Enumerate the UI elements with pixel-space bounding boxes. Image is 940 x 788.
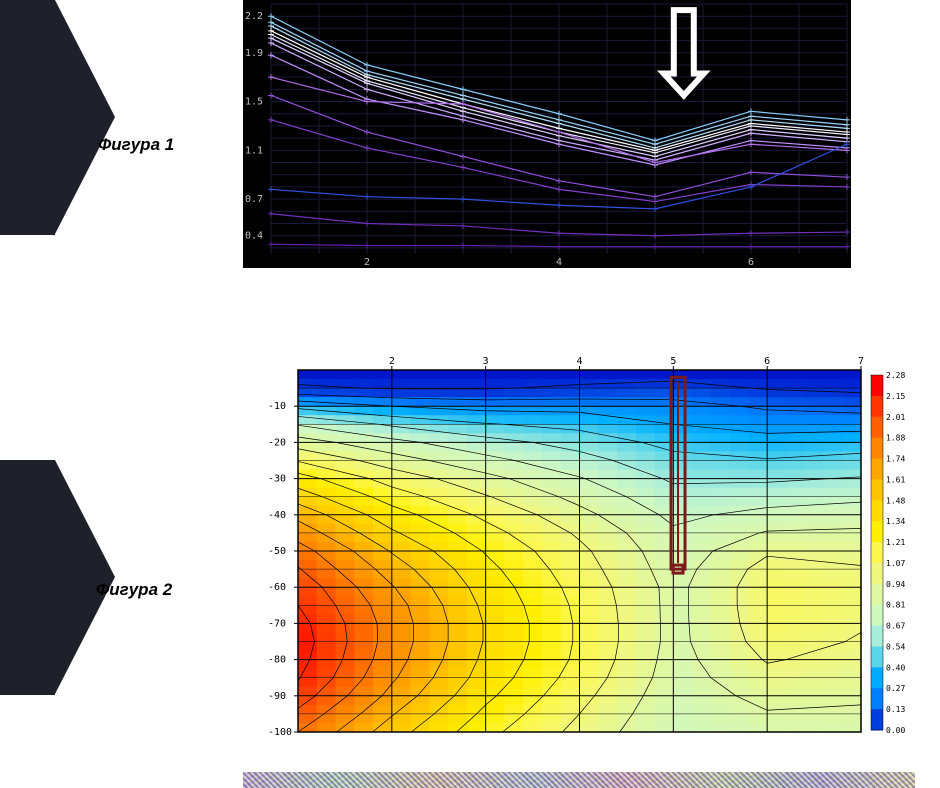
svg-text:1.1: 1.1 xyxy=(245,145,263,156)
svg-text:-40: -40 xyxy=(268,510,286,521)
svg-text:-60: -60 xyxy=(268,582,286,593)
figure1-label: Фигура 1 xyxy=(98,135,174,155)
svg-text:2.01: 2.01 xyxy=(886,413,905,422)
svg-text:1.07: 1.07 xyxy=(886,559,905,568)
figure1-pentagon xyxy=(0,0,55,235)
svg-text:1.61: 1.61 xyxy=(886,475,905,484)
svg-text:0.40: 0.40 xyxy=(886,663,905,672)
svg-text:1.9: 1.9 xyxy=(245,48,263,59)
svg-text:-100: -100 xyxy=(268,727,292,738)
svg-text:1.21: 1.21 xyxy=(886,538,905,547)
svg-text:0.54: 0.54 xyxy=(886,642,905,651)
svg-text:2: 2 xyxy=(364,257,370,268)
svg-text:1.48: 1.48 xyxy=(886,496,905,505)
svg-text:-80: -80 xyxy=(268,655,286,666)
pentagon-shape-2 xyxy=(0,460,55,695)
svg-text:1.88: 1.88 xyxy=(886,434,905,443)
svg-text:4: 4 xyxy=(556,257,562,268)
svg-text:1.74: 1.74 xyxy=(886,455,905,464)
svg-text:2.2: 2.2 xyxy=(245,11,263,22)
svg-text:1.34: 1.34 xyxy=(886,517,905,526)
svg-text:-90: -90 xyxy=(268,691,286,702)
svg-text:6: 6 xyxy=(748,257,754,268)
svg-text:0.27: 0.27 xyxy=(886,684,905,693)
pentagon-shape-1 xyxy=(0,0,55,235)
svg-text:-10: -10 xyxy=(268,401,286,412)
figure2-pentagon xyxy=(0,460,55,695)
figure2-label: Фигура 2 xyxy=(96,580,172,600)
svg-text:5: 5 xyxy=(670,356,676,367)
svg-text:0.13: 0.13 xyxy=(886,705,905,714)
svg-text:2.15: 2.15 xyxy=(886,392,905,401)
svg-text:1.5: 1.5 xyxy=(245,97,263,108)
noise-texture-strip xyxy=(243,772,915,788)
svg-text:4: 4 xyxy=(577,356,583,367)
svg-text:-30: -30 xyxy=(268,474,286,485)
svg-text:3: 3 xyxy=(483,356,489,367)
svg-text:6: 6 xyxy=(764,356,770,367)
figure2-contour-chart: 2 3 4 5 6 7 -10 -20 -30 -40 -50 -60 -70 -80 -90 -100 2.2… xyxy=(243,350,915,745)
svg-text:0.00: 0.00 xyxy=(886,726,905,735)
svg-text:0.94: 0.94 xyxy=(886,580,905,589)
svg-text:2: 2 xyxy=(389,356,395,367)
svg-text:0.67: 0.67 xyxy=(886,622,905,631)
figure1-line-chart: 0.4 0.7 1.1 1.5 1.9 2.2 2 4 6 xyxy=(243,0,851,268)
svg-text:-50: -50 xyxy=(268,546,286,557)
svg-text:0.4: 0.4 xyxy=(245,231,263,242)
svg-text:7: 7 xyxy=(858,356,864,367)
svg-text:-20: -20 xyxy=(268,437,286,448)
svg-text:-70: -70 xyxy=(268,618,286,629)
svg-text:2.28: 2.28 xyxy=(886,371,905,380)
svg-text:0.81: 0.81 xyxy=(886,601,905,610)
svg-text:0.7: 0.7 xyxy=(245,194,263,205)
